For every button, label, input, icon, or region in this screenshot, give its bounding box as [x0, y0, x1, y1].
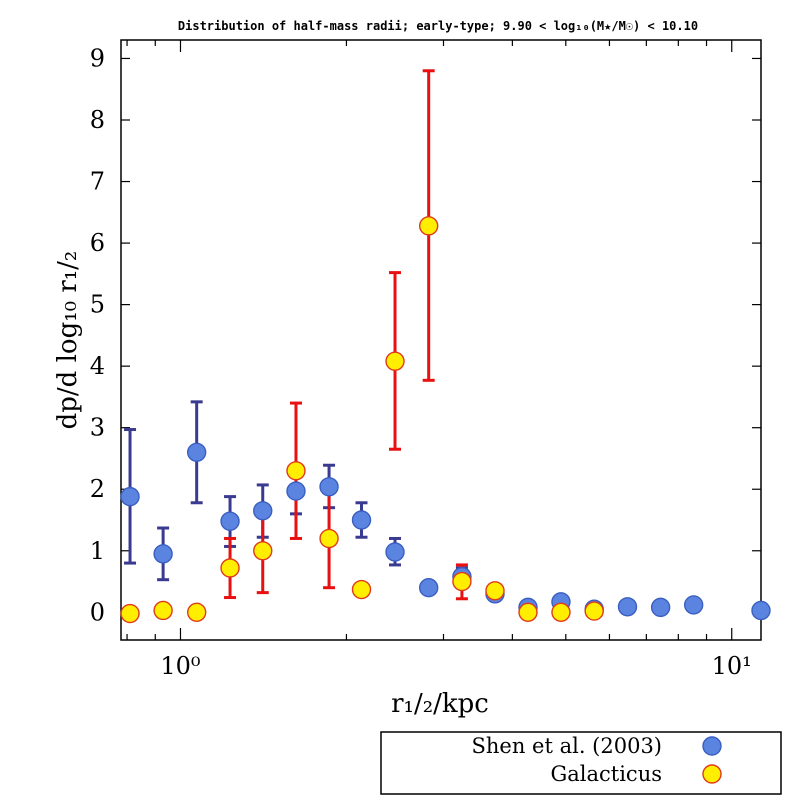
data-point-shen: [153, 544, 173, 564]
y-tick-label: 8: [90, 106, 105, 134]
y-tick-label: 0: [90, 598, 105, 626]
legend-marker-galacticus: [702, 764, 722, 784]
x-tick-label: 10¹: [712, 652, 752, 680]
error-bars: [124, 69, 700, 613]
legend-label-galacticus: Galacticus: [550, 762, 662, 786]
data-point-shen: [286, 481, 306, 501]
y-tick-label: 4: [90, 352, 105, 380]
data-point-shen: [351, 510, 372, 530]
data-point-galacticus: [253, 541, 273, 561]
y-tick-label: 7: [90, 168, 105, 196]
data-point-shen: [617, 597, 638, 617]
data-point-galacticus: [452, 571, 472, 592]
chart-title: Distribution of half-mass radii; early-t…: [178, 19, 698, 33]
data-markers: [120, 216, 771, 624]
axis-ticks: [121, 40, 761, 640]
data-point-shen: [385, 542, 405, 562]
legend-label-shen: Shen et al. (2003): [472, 734, 663, 758]
y-tick-label: 9: [90, 44, 105, 72]
data-point-galacticus: [153, 600, 173, 621]
data-point-shen: [650, 597, 671, 618]
data-point-shen: [120, 486, 140, 507]
data-point-shen: [319, 477, 339, 497]
data-point-shen: [253, 501, 273, 521]
y-tick-label: 3: [90, 414, 105, 442]
data-point-galacticus: [220, 558, 240, 578]
data-point-galacticus: [286, 461, 306, 481]
x-tick-label: 10⁰: [160, 652, 200, 680]
data-point-galacticus: [385, 351, 405, 371]
data-point-galacticus: [551, 602, 571, 623]
data-point-galacticus: [584, 601, 604, 621]
y-tick-label: 6: [90, 229, 105, 257]
data-point-galacticus: [351, 579, 372, 600]
y-tick-label: 5: [90, 291, 105, 319]
x-axis-label: r₁/₂/kpc: [391, 689, 489, 719]
data-point-galacticus: [120, 603, 140, 624]
plot-frame: [120, 39, 762, 641]
data-point-galacticus: [319, 528, 339, 549]
data-point-shen: [186, 442, 207, 463]
data-point-galacticus: [418, 216, 439, 236]
data-point-shen: [751, 600, 771, 621]
data-point-galacticus: [485, 581, 505, 601]
data-point-shen: [683, 595, 704, 615]
data-point-shen: [418, 577, 439, 598]
y-axis-label: dp/d log₁₀ r₁/₂: [53, 251, 83, 430]
data-point-shen: [220, 511, 240, 531]
data-point-galacticus: [186, 602, 207, 623]
y-tick-label: 1: [90, 537, 105, 565]
data-point-galacticus: [518, 602, 538, 623]
y-tick-label: 2: [90, 475, 105, 503]
y-tick-labels: 0 1 2 3 4 5 6 7 8 9: [90, 44, 105, 626]
x-tick-labels: 10⁰ 10¹: [160, 652, 751, 680]
legend-marker-shen: [702, 736, 722, 756]
legend: Shen et al. (2003) Galacticus: [380, 731, 782, 795]
